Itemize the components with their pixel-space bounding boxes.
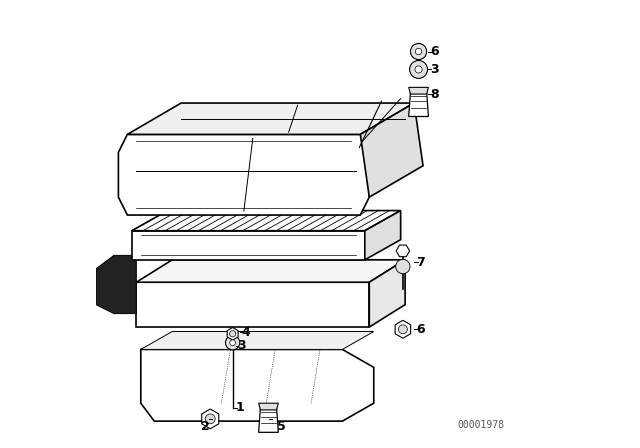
Circle shape xyxy=(410,60,428,78)
Polygon shape xyxy=(259,403,278,410)
Polygon shape xyxy=(132,211,401,231)
Polygon shape xyxy=(395,320,411,338)
Text: 1: 1 xyxy=(236,401,244,414)
Text: 6: 6 xyxy=(417,323,425,336)
Text: 2: 2 xyxy=(202,420,210,433)
Circle shape xyxy=(415,66,422,73)
Text: 7: 7 xyxy=(417,255,425,269)
Text: 3: 3 xyxy=(237,339,246,353)
Polygon shape xyxy=(132,231,365,260)
Polygon shape xyxy=(127,103,414,134)
Circle shape xyxy=(396,259,410,274)
Circle shape xyxy=(230,331,236,337)
Polygon shape xyxy=(118,134,369,215)
Text: 6: 6 xyxy=(430,45,438,58)
Polygon shape xyxy=(136,260,405,282)
Circle shape xyxy=(410,43,427,60)
Circle shape xyxy=(205,414,215,424)
Polygon shape xyxy=(96,255,136,314)
Text: 4: 4 xyxy=(242,326,250,339)
Text: 00001978: 00001978 xyxy=(458,420,505,430)
Circle shape xyxy=(230,340,236,345)
Polygon shape xyxy=(369,260,405,327)
Polygon shape xyxy=(360,103,423,197)
Polygon shape xyxy=(141,332,374,349)
Circle shape xyxy=(225,336,240,350)
Text: 3: 3 xyxy=(430,63,438,76)
Polygon shape xyxy=(365,211,401,260)
Polygon shape xyxy=(259,408,278,432)
Circle shape xyxy=(398,325,408,334)
Text: 8: 8 xyxy=(430,87,438,101)
Text: 5: 5 xyxy=(276,420,285,433)
Polygon shape xyxy=(202,409,219,429)
Polygon shape xyxy=(409,87,428,94)
Polygon shape xyxy=(227,327,238,340)
Polygon shape xyxy=(136,282,369,327)
Polygon shape xyxy=(396,245,410,257)
Circle shape xyxy=(415,48,422,55)
Polygon shape xyxy=(141,349,374,421)
Polygon shape xyxy=(409,92,428,116)
